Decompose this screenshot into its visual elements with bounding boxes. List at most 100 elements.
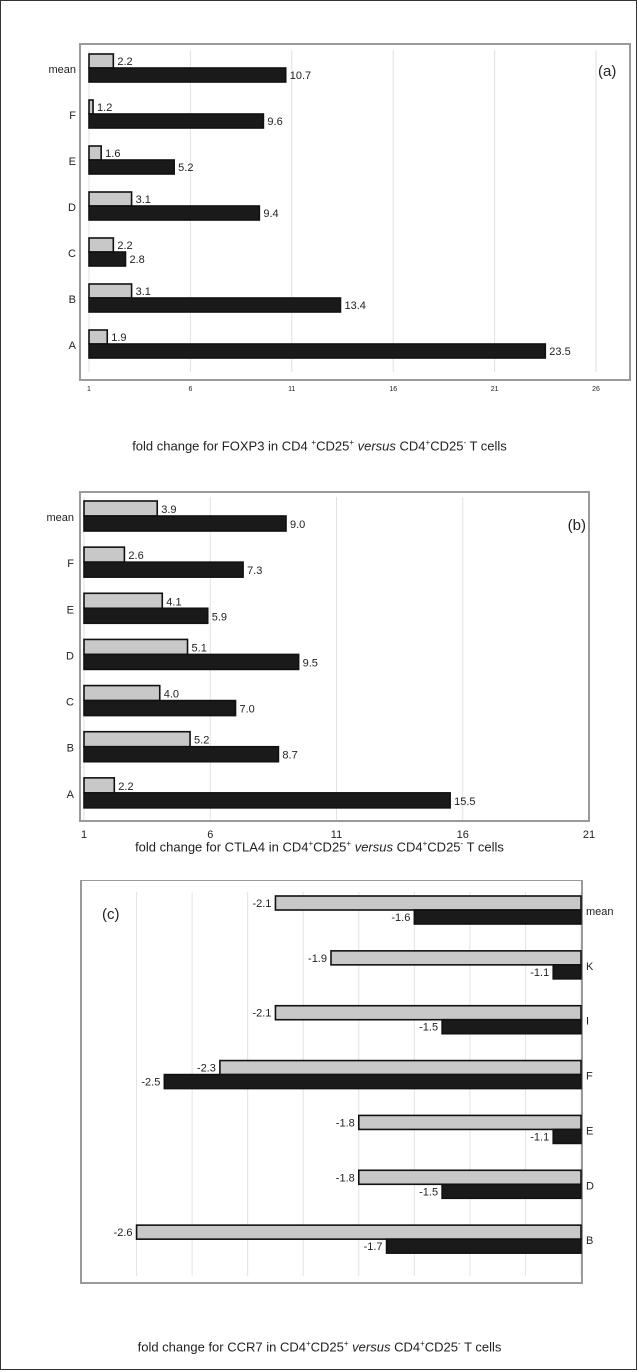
bar-grey <box>88 145 102 161</box>
bar-black <box>83 515 287 532</box>
data-label: 8.7 <box>282 750 297 762</box>
category-label: E <box>586 1125 593 1137</box>
data-label: -2.1 <box>252 1008 271 1020</box>
plot-area-frame <box>80 879 583 1284</box>
bar-grey <box>83 684 161 702</box>
x-tick-label: 6 <box>188 386 192 393</box>
category-label: D <box>66 650 74 662</box>
data-label: 2.2 <box>117 240 132 252</box>
category-label: E <box>67 604 74 616</box>
category-label: A <box>67 789 75 801</box>
x-tick-label: 21 <box>491 386 499 393</box>
bar-black <box>88 251 127 267</box>
category-label: D <box>68 202 76 214</box>
chart-a-plot: 1 6 11 16 21 26(a)mean2.210.7F1.29.6E1.65.2D3… <box>48 43 631 393</box>
category-label: B <box>67 743 74 755</box>
bar-grey <box>219 1059 582 1076</box>
bar-grey <box>83 546 126 563</box>
data-label: 9.5 <box>303 657 318 669</box>
bar-black <box>83 607 209 625</box>
x-tick-label: 11 <box>288 386 295 393</box>
bar-black <box>552 1128 582 1145</box>
x-tick-label: 1 <box>81 829 87 840</box>
data-label: -2.3 <box>197 1063 216 1075</box>
data-label: -1.5 <box>419 1022 438 1034</box>
bar-black <box>83 745 280 763</box>
bar-grey <box>88 237 115 253</box>
category-label: F <box>69 110 76 122</box>
category-label: E <box>69 156 76 168</box>
data-label: -1.8 <box>336 1117 355 1129</box>
bar-grey <box>83 638 189 656</box>
bar-grey <box>135 1224 582 1240</box>
bar-black <box>88 205 261 221</box>
bar-grey <box>83 500 159 517</box>
data-label: 5.1 <box>192 642 207 654</box>
category-label: K <box>586 961 594 973</box>
data-label: 1.2 <box>97 102 112 114</box>
bar-black <box>88 113 265 129</box>
x-tick-label: 26 <box>592 386 600 393</box>
category-label: C <box>68 248 76 260</box>
data-label: 3.1 <box>136 286 151 298</box>
data-label: 7.0 <box>240 704 255 716</box>
data-label: 4.0 <box>164 689 179 701</box>
data-label: 9.6 <box>267 116 282 128</box>
bar-black <box>88 67 287 83</box>
category-label: F <box>586 1071 593 1083</box>
data-label: 13.4 <box>344 300 365 312</box>
bar-grey <box>88 283 133 299</box>
data-label: 2.2 <box>117 56 132 68</box>
chart-b-plot: 1 6 11 16 21(b)mean3.99.0F2.67.3E4.15.9D5.19… <box>46 491 595 841</box>
bar-black <box>413 909 582 925</box>
category-label: F <box>67 558 74 570</box>
data-label: 10.7 <box>290 70 311 82</box>
panel-b: 1 6 11 16 21 (b) mean 3.9 9.0 F 2.6 7.3 E 4.1 5.9 D 5.1 9… <box>0 480 639 880</box>
category-label: A <box>69 340 77 352</box>
bar-grey <box>357 1114 582 1131</box>
bar-grey <box>88 329 109 345</box>
data-label: 9.4 <box>263 208 278 220</box>
data-label: -1.5 <box>419 1186 438 1198</box>
data-label: -1.1 <box>530 1131 549 1143</box>
x-tick-label: 16 <box>389 386 397 393</box>
category-label: mean <box>586 906 614 918</box>
category-label: I <box>586 1016 589 1028</box>
bar-black <box>441 1018 582 1035</box>
x-tick-label: 6 <box>207 829 213 840</box>
data-label: 1.6 <box>105 148 120 160</box>
data-label: 2.2 <box>118 781 133 793</box>
data-label: 3.1 <box>136 194 151 206</box>
category-label: mean <box>46 512 74 524</box>
panel-label: (c) <box>102 906 120 923</box>
data-label: 7.3 <box>247 565 262 577</box>
bar-black <box>83 699 237 717</box>
data-label: 5.2 <box>194 735 209 747</box>
data-label: -1.8 <box>336 1172 355 1184</box>
bar-grey <box>88 99 94 115</box>
bar-black <box>385 1238 582 1254</box>
data-label: 1.9 <box>111 332 126 344</box>
data-label: -1.7 <box>364 1241 383 1253</box>
panel-label: (b) <box>568 517 586 534</box>
data-label: -2.6 <box>114 1227 133 1239</box>
plot-area-frame <box>79 491 590 822</box>
data-label: 23.5 <box>549 346 570 358</box>
bar-grey <box>330 950 582 966</box>
category-label: B <box>586 1235 593 1247</box>
chart-b-x-axis-label: fold change for CTLA4 in CD4+CD25+ versu… <box>135 839 504 855</box>
bar-grey <box>83 592 164 610</box>
data-label: 9.0 <box>290 519 305 531</box>
bar-grey <box>357 1169 582 1186</box>
x-tick-label: 11 <box>331 829 342 840</box>
data-label: -2.5 <box>141 1077 160 1089</box>
bar-grey <box>88 53 115 69</box>
data-label: -1.9 <box>308 953 327 965</box>
bar-black <box>88 159 175 175</box>
bar-black <box>83 792 451 809</box>
panel-a: 1 6 11 16 21 26 (a) mean 2.2 10.7 F 1.2 9.6 E 1.6 5.2 D 3… <box>0 0 639 470</box>
bar-grey <box>88 191 133 207</box>
x-tick-label: 1 <box>87 386 91 393</box>
bar-black <box>88 297 342 313</box>
